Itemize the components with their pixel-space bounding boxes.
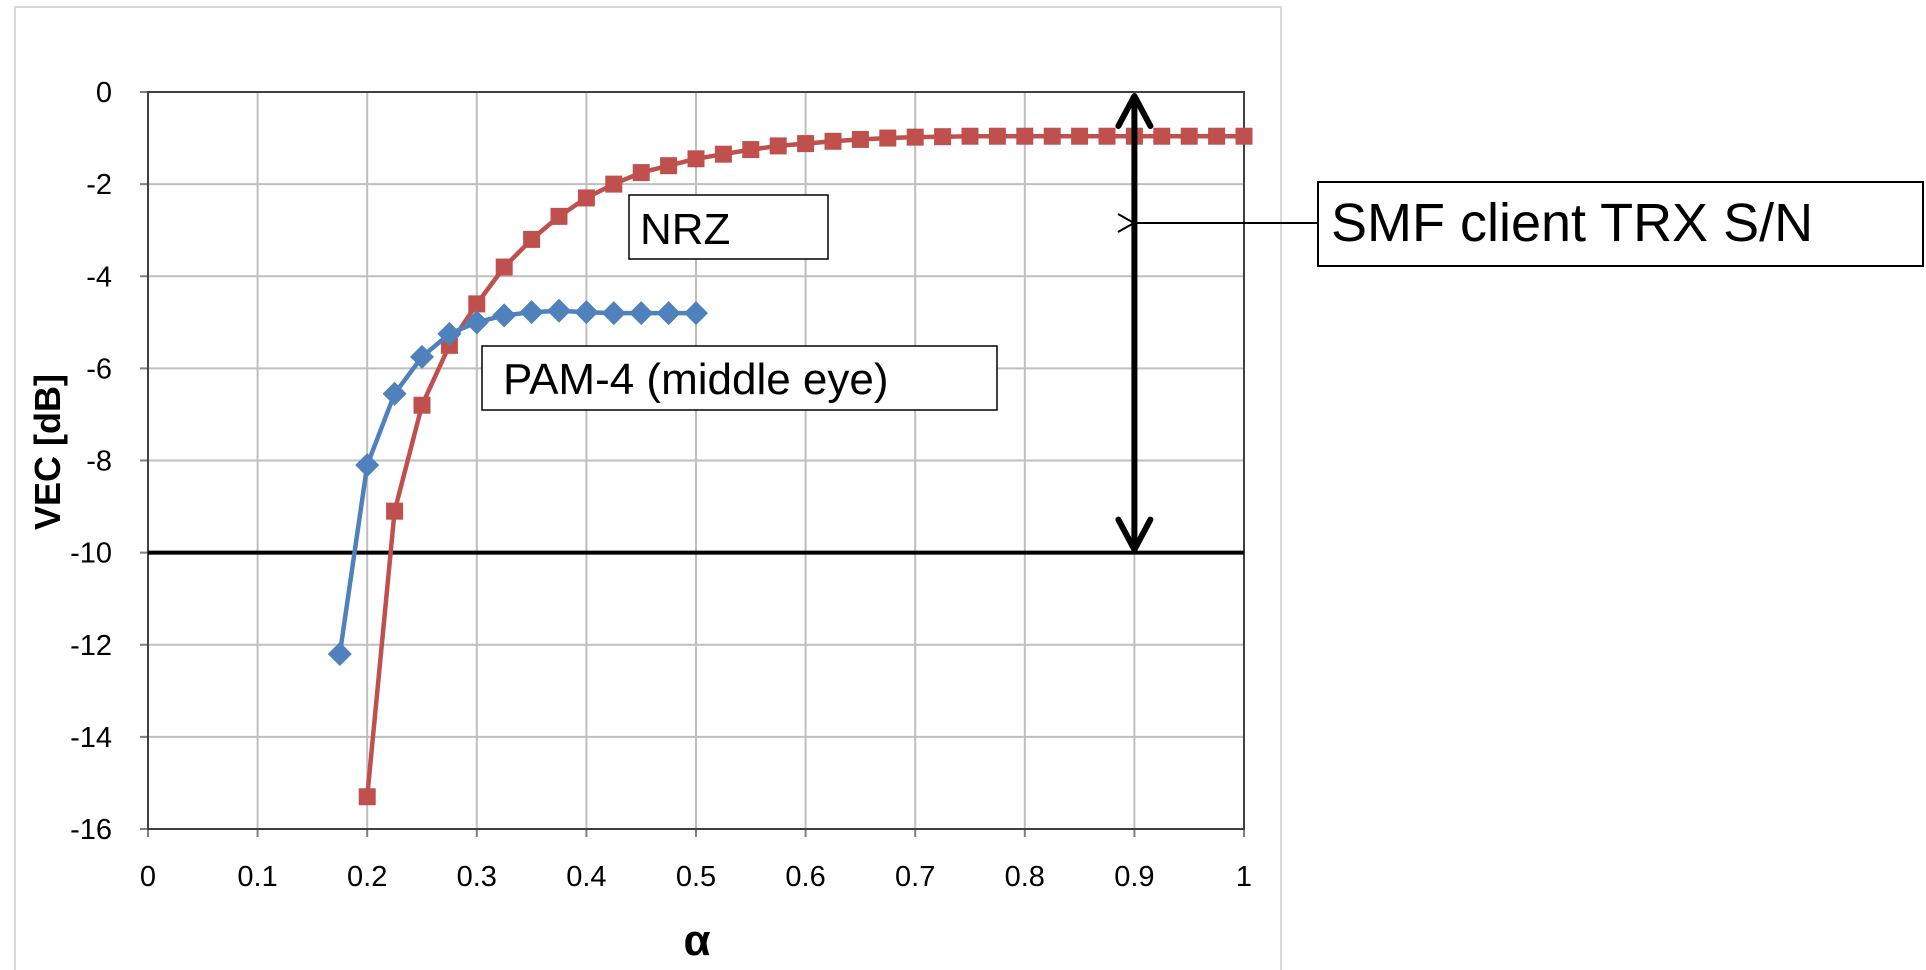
x-tick-label: 0.1 xyxy=(237,861,277,893)
axes: 0 0.1 0.2 0.3 0.4 0.5 0.6 0.7 0.8 0.9 1 0 -2 -4 -6 -8 -1… xyxy=(70,77,1252,893)
data-point xyxy=(988,127,1006,145)
x-tick-label: 0.2 xyxy=(347,861,387,893)
y-tick-label: -4 xyxy=(86,261,112,293)
data-point xyxy=(1235,127,1253,145)
data-point xyxy=(961,127,979,145)
data-point xyxy=(523,230,541,248)
series-nrz xyxy=(358,127,1253,806)
data-point xyxy=(358,788,376,806)
x-axis-title: α xyxy=(683,916,710,965)
data-point xyxy=(410,344,434,369)
data-point xyxy=(464,310,489,335)
data-point xyxy=(714,145,732,163)
y-tick-label: -12 xyxy=(70,630,112,662)
data-point xyxy=(629,301,654,326)
data-point xyxy=(656,301,681,326)
x-tick-label: 0.7 xyxy=(895,861,935,893)
data-point xyxy=(601,301,626,326)
data-point xyxy=(547,298,571,323)
pam4-label: PAM-4 (middle eye) xyxy=(503,355,889,404)
data-point xyxy=(550,207,568,225)
data-point xyxy=(797,135,815,153)
x-tick-label: 0 xyxy=(140,861,156,893)
data-point xyxy=(660,157,678,175)
double-arrow xyxy=(1115,93,1154,553)
data-point xyxy=(495,258,513,276)
data-point xyxy=(824,132,842,150)
data-point xyxy=(684,301,708,326)
y-tick-label: -2 xyxy=(86,169,112,201)
x-tick-label: 0.5 xyxy=(676,861,716,893)
data-point xyxy=(1016,127,1034,145)
data-point xyxy=(574,300,599,325)
data-point xyxy=(1208,127,1226,145)
y-axis-title: VEC [dB] xyxy=(27,374,68,530)
x-tick-label: 0.9 xyxy=(1114,861,1154,893)
y-tick-label: 0 xyxy=(96,77,112,109)
data-point xyxy=(1153,127,1171,145)
data-point xyxy=(519,300,544,325)
data-point xyxy=(327,641,352,666)
data-point xyxy=(1180,127,1198,145)
data-point xyxy=(1071,127,1089,145)
y-tick-label: -14 xyxy=(70,722,112,754)
data-point xyxy=(437,321,462,346)
x-tick-label: 0.3 xyxy=(457,861,497,893)
double-arrow-top-head xyxy=(1115,93,1154,129)
x-tick-label: 1 xyxy=(1236,861,1252,893)
y-tick-label: -10 xyxy=(70,538,112,570)
data-point xyxy=(577,189,595,207)
data-point xyxy=(413,396,431,414)
x-tick-label: 0.4 xyxy=(566,861,606,893)
annotations: NRZ PAM-4 (middle eye) SMF client TRX S/… xyxy=(481,93,1924,553)
data-point xyxy=(1043,127,1061,145)
series-pam4 xyxy=(327,298,708,666)
chart-frame xyxy=(14,6,1282,970)
data-point xyxy=(386,502,404,520)
data-point xyxy=(934,128,952,146)
data-point xyxy=(382,381,407,406)
data-point xyxy=(355,453,380,478)
double-arrow-bottom-head xyxy=(1115,516,1154,553)
plot-area-border xyxy=(147,91,1245,830)
data-point xyxy=(851,130,869,148)
data-point xyxy=(605,175,623,193)
data-point xyxy=(879,129,897,147)
y-tick-label: -8 xyxy=(86,446,112,478)
x-tick-label: 0.6 xyxy=(785,861,825,893)
series xyxy=(327,127,1253,806)
data-point xyxy=(906,128,924,146)
data-point xyxy=(468,295,486,313)
nrz-label-box xyxy=(628,194,829,260)
y-tick-label: -6 xyxy=(86,353,112,385)
x-tick-label: 0.8 xyxy=(1005,861,1045,893)
data-point xyxy=(742,141,760,159)
data-point xyxy=(632,164,650,182)
data-point xyxy=(492,303,517,328)
pam4-label-box xyxy=(481,345,998,411)
data-point xyxy=(1098,127,1116,145)
data-point xyxy=(687,150,705,168)
y-tick-label: -16 xyxy=(70,814,112,846)
callout-label: SMF client TRX S/N xyxy=(1331,193,1813,253)
nrz-label: NRZ xyxy=(640,205,730,254)
data-point xyxy=(769,137,787,155)
